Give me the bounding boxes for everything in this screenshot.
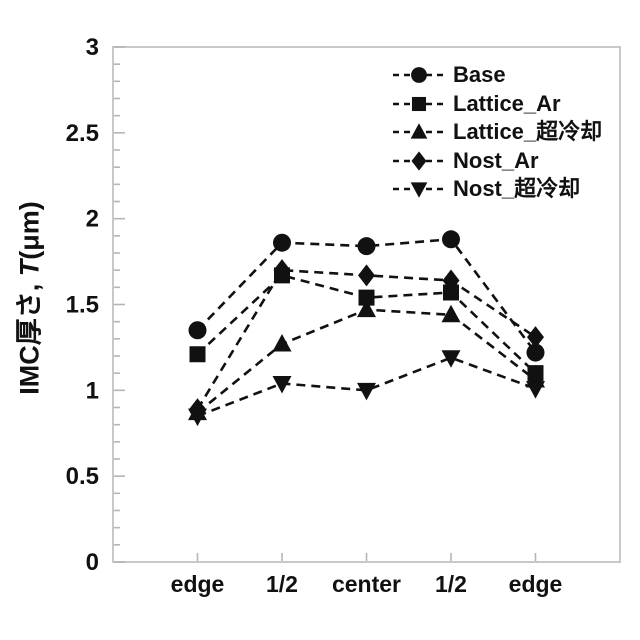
diamond-marker-shape [358, 264, 375, 287]
x-tick-label: edge [509, 571, 563, 597]
legend-label: Lattice_Ar [453, 90, 561, 116]
triangle-down-marker-shape [441, 350, 461, 368]
y-axis-title-variable: T [14, 259, 45, 277]
legend-label: Lattice_超冷却 [453, 119, 603, 145]
y-tick-label: 1.5 [66, 292, 99, 319]
data-point-Lattice_Ar [189, 346, 206, 363]
legend-sample-line [393, 151, 447, 171]
triangle-up-marker-shape [357, 299, 376, 318]
legend-item-Lattice_Ar: Lattice_Ar [392, 90, 602, 119]
square-marker-shape [411, 96, 427, 111]
data-point-Lattice_Ar [358, 289, 375, 306]
circle-marker-shape [442, 230, 460, 249]
square-marker-shape [189, 346, 206, 363]
circle-marker-shape [357, 237, 376, 256]
y-axis-title-prefix: IMC厚さ, [14, 276, 45, 395]
legend-item-Base: Base [392, 61, 602, 90]
data-point-Nost_超冷却 [272, 375, 292, 394]
legend-item-Lattice_超冷却: Lattice_超冷却 [392, 118, 602, 147]
square-marker-shape [274, 267, 290, 284]
legend-item-Nost_Ar: Nost_Ar [392, 147, 602, 176]
triangle-up-marker-shape [188, 402, 207, 421]
y-tick-label: 2 [86, 206, 99, 233]
y-tick-label: 2.5 [66, 120, 99, 147]
legend-triangle-down-icon [410, 182, 428, 199]
square-marker-shape [527, 365, 544, 382]
legend-label: Nost_Ar [453, 147, 539, 173]
y-tick-label: 0.5 [66, 463, 99, 490]
data-point-Nost_Ar [527, 326, 544, 349]
data-point-Lattice_Ar [443, 284, 459, 301]
x-tick-label: 1/2 [266, 571, 298, 597]
legend-diamond-icon [411, 151, 427, 171]
triangle-up-marker-shape [410, 123, 428, 139]
legend-circle-icon [411, 67, 427, 84]
circle-marker-shape [188, 321, 207, 340]
data-point-Lattice_超冷却 [188, 402, 207, 421]
y-tick-label: 0 [86, 549, 99, 576]
series-line-Base [196, 237, 537, 354]
circle-marker-shape [273, 233, 291, 252]
data-point-Nost_超冷却 [357, 382, 376, 401]
x-tick-label: center [332, 571, 401, 597]
y-tick-label: 3 [86, 34, 99, 61]
diamond-marker-shape [527, 326, 544, 349]
legend-sample-line [393, 96, 447, 111]
triangle-down-marker-shape [410, 182, 428, 199]
data-point-Lattice_超冷却 [272, 333, 292, 352]
data-point-Nost_Ar [358, 264, 375, 287]
data-point-Lattice_超冷却 [441, 304, 461, 323]
data-point-Base [442, 230, 460, 249]
triangle-down-marker-shape [357, 382, 376, 401]
legend-label: Nost_超冷却 [453, 176, 581, 202]
data-point-Base [526, 343, 545, 362]
series-line-Nost_超冷却 [197, 356, 536, 418]
legend-sample-line [393, 67, 447, 84]
triangle-up-marker-shape [441, 304, 461, 323]
triangle-up-marker-shape [272, 333, 292, 352]
data-point-Lattice_超冷却 [357, 299, 376, 318]
data-point-Nost_超冷却 [441, 350, 461, 368]
x-tick-label: 1/2 [435, 571, 467, 597]
plot-frame [112, 46, 621, 563]
circle-marker-shape [411, 67, 427, 84]
data-point-Lattice_Ar [274, 267, 290, 284]
data-point-Base [357, 237, 376, 256]
legend-sample-line [393, 182, 447, 199]
y-axis-title-suffix: (μm) [14, 201, 45, 260]
legend: Base Lattice_Ar Lattice_超冷却 Nost_Ar Nost_超冷却 [392, 61, 602, 204]
y-axis-title: IMC厚さ, T(μm) [8, 201, 47, 395]
data-point-Base [273, 233, 291, 252]
circle-marker-shape [526, 343, 545, 362]
legend-sample-line [393, 123, 447, 139]
y-tick-label: 1 [86, 377, 99, 404]
diamond-marker-shape [411, 151, 427, 171]
legend-item-Nost_超冷却: Nost_超冷却 [392, 175, 602, 204]
square-marker-shape [358, 289, 375, 306]
data-point-Lattice_Ar [527, 365, 544, 382]
x-tick-label: edge [171, 571, 225, 597]
legend-triangle-up-icon [410, 123, 428, 139]
legend-label: Base [453, 62, 506, 88]
data-point-Base [188, 321, 207, 340]
triangle-down-marker-shape [272, 375, 292, 394]
legend-square-icon [411, 96, 427, 111]
square-marker-shape [443, 284, 459, 301]
